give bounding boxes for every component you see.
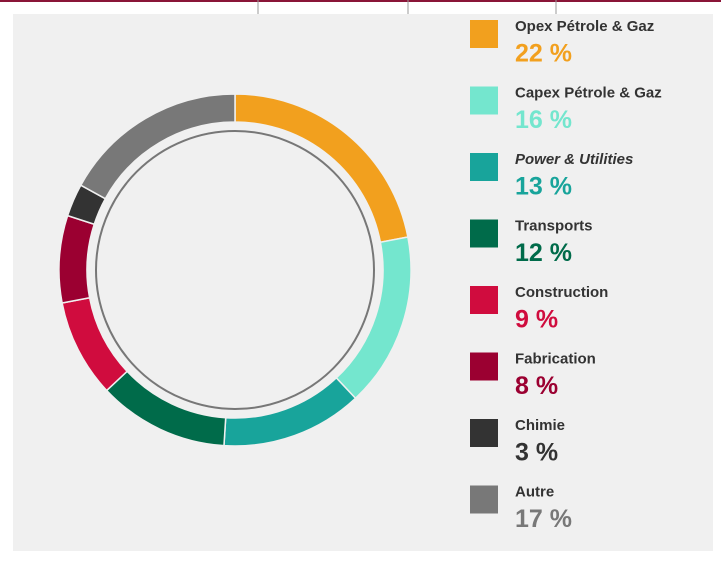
legend-swatch bbox=[470, 485, 498, 514]
legend-label: Chimie bbox=[515, 417, 565, 434]
legend-label: Opex Pétrole & Gaz bbox=[515, 18, 654, 35]
legend-swatch bbox=[470, 352, 498, 381]
legend-swatch bbox=[470, 153, 498, 181]
legend-label: Transports bbox=[515, 217, 593, 234]
value-label: 16 % bbox=[515, 106, 572, 134]
legend-swatch bbox=[470, 286, 498, 314]
value-label: 3 % bbox=[515, 439, 558, 467]
legend-swatch bbox=[470, 86, 498, 115]
value-label: 8 % bbox=[515, 372, 558, 400]
legend-swatch bbox=[470, 419, 498, 447]
value-label: 17 % bbox=[515, 505, 572, 533]
legend-label: Autre bbox=[515, 483, 554, 500]
legend-swatch bbox=[470, 219, 498, 248]
donut-segment bbox=[79, 93, 236, 200]
top-rule bbox=[0, 0, 721, 2]
legend-label: Power & Utilities bbox=[515, 151, 633, 168]
value-label: 9 % bbox=[515, 306, 558, 334]
legend-label: Fabrication bbox=[515, 350, 596, 367]
value-label: 13 % bbox=[515, 173, 572, 201]
legend-swatch bbox=[470, 20, 498, 48]
value-label: 22 % bbox=[515, 40, 572, 68]
value-label: 12 % bbox=[515, 239, 572, 267]
inner-ring bbox=[95, 130, 375, 410]
legend-label: Capex Pétrole & Gaz bbox=[515, 84, 662, 101]
legend-label: Construction bbox=[515, 284, 608, 301]
panel bbox=[13, 14, 713, 551]
